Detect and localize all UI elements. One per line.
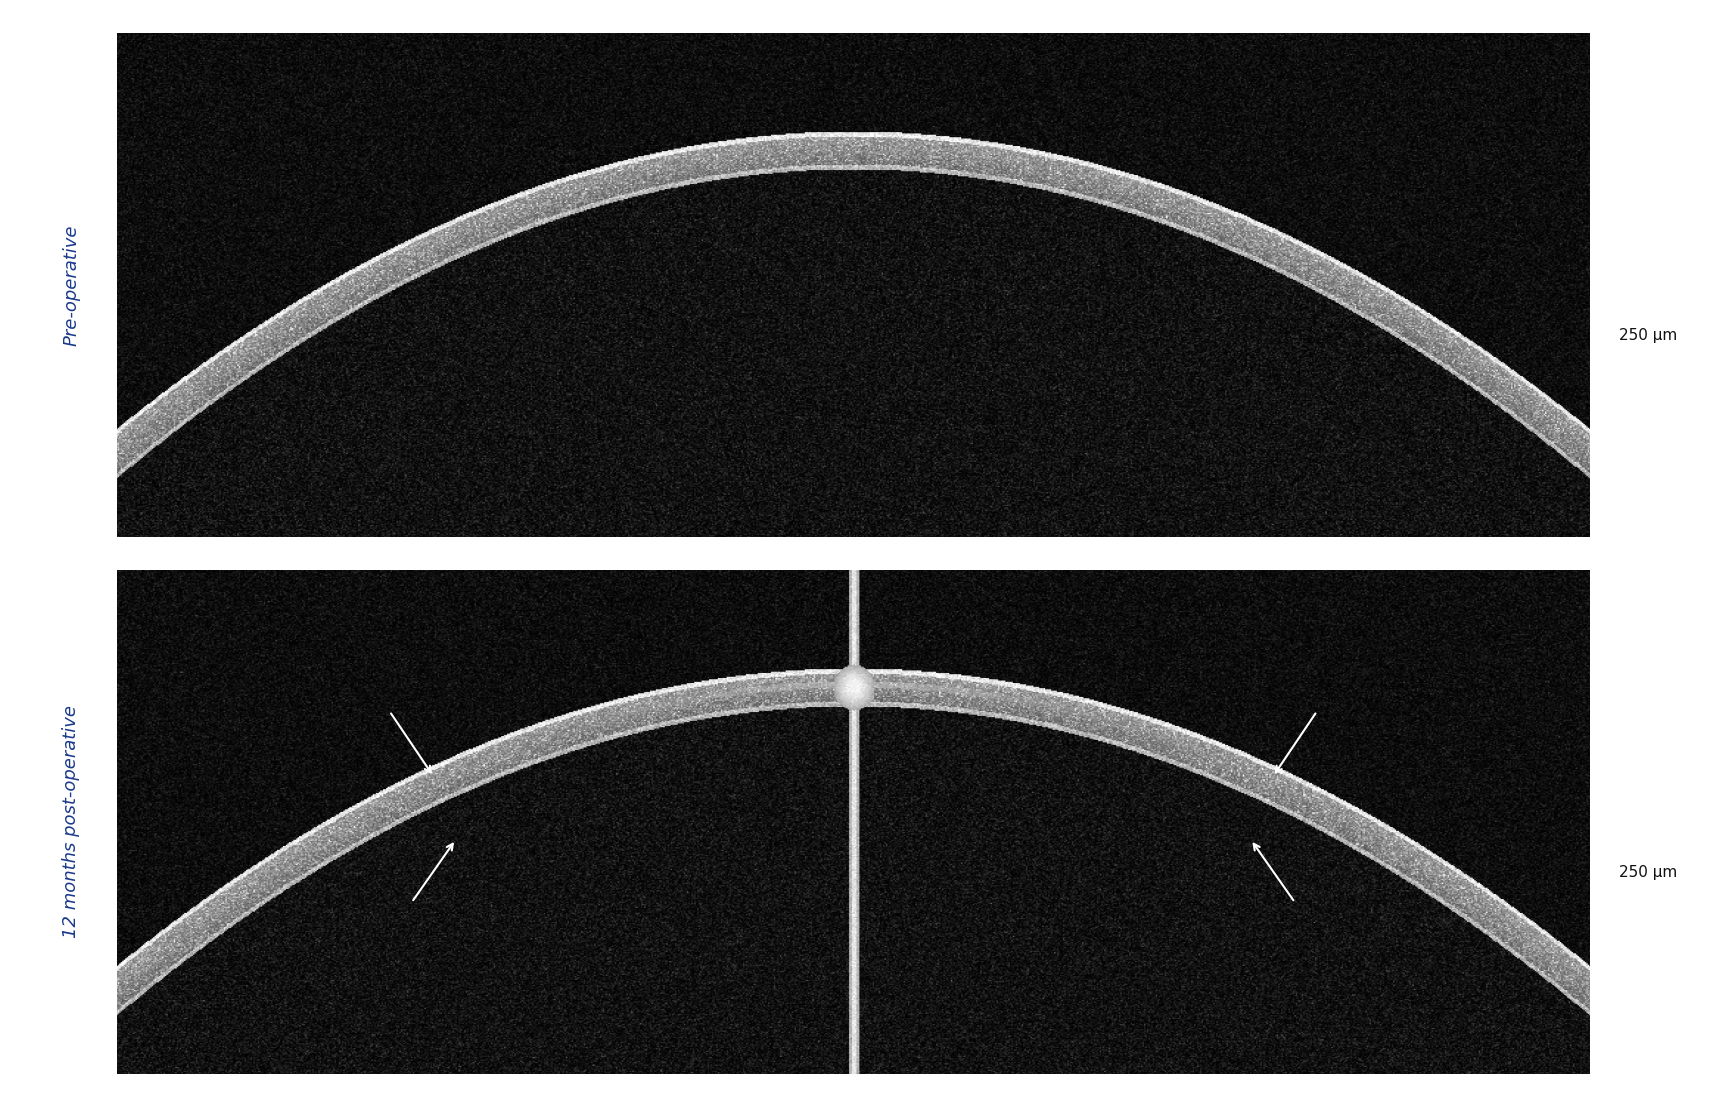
Text: 12 months post-operative: 12 months post-operative: [62, 705, 81, 939]
Text: 250 μm: 250 μm: [1619, 328, 1677, 343]
Text: 250 μm: 250 μm: [1619, 865, 1677, 880]
Text: Pre-operative: Pre-operative: [62, 225, 81, 345]
